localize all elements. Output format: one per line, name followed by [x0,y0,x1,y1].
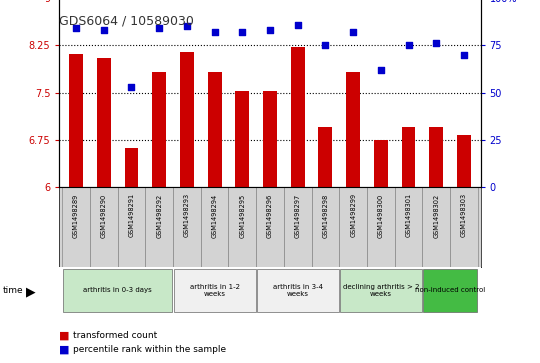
Text: percentile rank within the sample: percentile rank within the sample [73,345,226,354]
Text: GSM1498291: GSM1498291 [129,193,134,237]
Text: ■: ■ [59,344,70,354]
Text: GSM1498293: GSM1498293 [184,193,190,237]
Text: arthritis in 3-4
weeks: arthritis in 3-4 weeks [273,284,323,297]
Bar [180,52,194,187]
Point [266,27,274,33]
Text: GSM1498290: GSM1498290 [101,193,107,238]
Bar [263,91,277,187]
Point [432,41,441,46]
Text: non-induced control: non-induced control [415,287,485,293]
Text: ▶: ▶ [26,286,36,299]
Bar [395,187,422,267]
Bar [374,140,388,187]
Point [183,24,191,29]
Bar [235,91,249,187]
Text: arthritis in 0-3 days: arthritis in 0-3 days [83,287,152,293]
Bar [256,187,284,267]
Text: GSM1498303: GSM1498303 [461,193,467,237]
Bar [69,54,83,187]
Bar [228,187,256,267]
Point [404,42,413,48]
Text: GSM1498298: GSM1498298 [322,193,328,238]
Bar [173,269,255,312]
Text: GSM1498294: GSM1498294 [212,193,218,238]
Point [460,52,468,58]
Bar [145,187,173,267]
Bar [284,187,312,267]
Bar [402,127,415,187]
Bar [319,127,332,187]
Bar [152,73,166,187]
Bar [340,269,422,312]
Point [349,29,357,35]
Text: time: time [3,286,23,295]
Text: GSM1498300: GSM1498300 [378,193,384,238]
Point [155,25,164,31]
Text: declining arthritis > 2
weeks: declining arthritis > 2 weeks [342,284,419,297]
Text: GSM1498292: GSM1498292 [156,193,162,238]
Point [238,29,247,35]
Bar [423,269,477,312]
Bar [422,187,450,267]
Point [376,67,385,73]
Bar [312,187,339,267]
Bar [450,187,478,267]
Point [321,42,330,48]
Text: GDS6064 / 10589030: GDS6064 / 10589030 [59,15,194,28]
Text: GSM1498289: GSM1498289 [73,193,79,238]
Bar [125,148,138,187]
Bar [118,187,145,267]
Text: GSM1498297: GSM1498297 [295,193,301,238]
Text: arthritis in 1-2
weeks: arthritis in 1-2 weeks [190,284,240,297]
Text: transformed count: transformed count [73,331,157,340]
Point [210,29,219,35]
Point [99,27,108,33]
Bar [291,47,305,187]
Text: ■: ■ [59,331,70,341]
Bar [90,187,118,267]
Text: GSM1498296: GSM1498296 [267,193,273,238]
Bar [457,135,471,187]
Text: GSM1498299: GSM1498299 [350,193,356,237]
Point [293,22,302,28]
Text: GSM1498295: GSM1498295 [239,193,245,238]
Bar [208,73,221,187]
Bar [63,269,172,312]
Text: GSM1498301: GSM1498301 [406,193,411,237]
Point [72,25,80,31]
Bar [429,127,443,187]
Bar [346,73,360,187]
Bar [173,187,201,267]
Bar [256,269,339,312]
Bar [367,187,395,267]
Point [127,84,136,90]
Bar [97,58,111,187]
Bar [62,187,90,267]
Bar [339,187,367,267]
Text: GSM1498302: GSM1498302 [433,193,439,238]
Bar [201,187,228,267]
